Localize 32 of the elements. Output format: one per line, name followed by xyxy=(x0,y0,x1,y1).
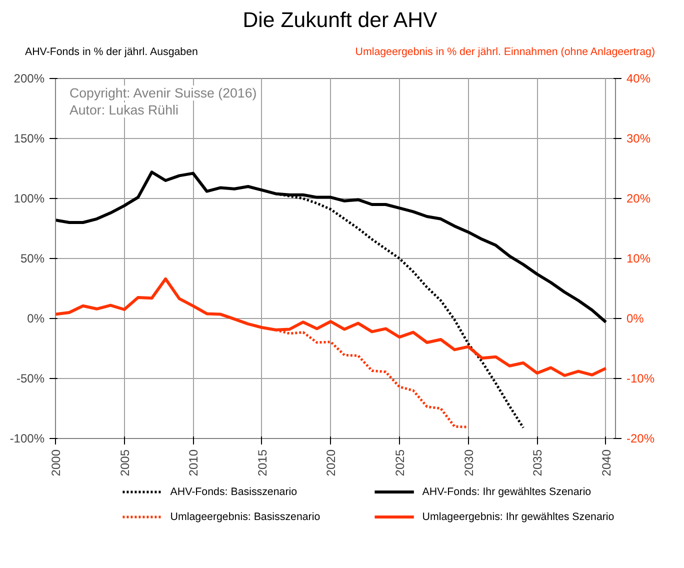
x-tick-label: 2040 xyxy=(599,449,614,476)
x-tick-label: 2005 xyxy=(118,449,132,476)
y2-tick-label: -10% xyxy=(626,372,655,386)
x-tick-label: 2020 xyxy=(324,449,338,476)
y-tick-label: 150% xyxy=(14,132,45,146)
y2-tick-label: -20% xyxy=(626,432,655,446)
y2-tick-label: 20% xyxy=(626,192,651,206)
y2-tick-label: 30% xyxy=(626,132,651,146)
legend-label: AHV-Fonds: Basisszenario xyxy=(170,486,298,498)
y-tick-label: -50% xyxy=(16,372,45,386)
y2-tick-label: 10% xyxy=(626,252,651,266)
y-tick-label: 200% xyxy=(14,72,45,86)
legend-label: Umlageergebnis: Ihr gewähltes Szenario xyxy=(422,511,614,523)
x-tick-label: 2010 xyxy=(186,449,201,476)
legend-label: AHV-Fonds: Ihr gewähltes Szenario xyxy=(422,486,592,498)
y-tick-label: 100% xyxy=(14,192,45,206)
x-tick-label: 2025 xyxy=(392,449,407,476)
chart-title: Die Zukunft der AHV xyxy=(242,7,438,34)
y2-tick-label: 0% xyxy=(626,312,644,326)
y-axis-title: AHV-Fonds in % der jährl. Ausgaben xyxy=(25,45,198,60)
legend-label: Umlageergebnis: Basisszenario xyxy=(170,511,320,523)
x-tick-label: 2000 xyxy=(49,449,63,476)
x-tick-label: 2015 xyxy=(255,449,270,476)
y2-axis-title: Umlageergebnis in % der jährl. Einnahmen (ohne Anlageertrag) xyxy=(355,45,655,60)
y2-tick-label: 40% xyxy=(626,72,651,86)
y-tick-label: -100% xyxy=(10,432,45,446)
x-tick-label: 2030 xyxy=(462,449,476,476)
annotation: Autor: Lukas Rühli xyxy=(70,102,178,118)
y-tick-label: 50% xyxy=(20,252,45,266)
annotation: Copyright: Avenir Suisse (2016) xyxy=(70,86,257,100)
x-tick-label: 2035 xyxy=(530,449,545,476)
y-tick-label: 0% xyxy=(27,312,45,326)
